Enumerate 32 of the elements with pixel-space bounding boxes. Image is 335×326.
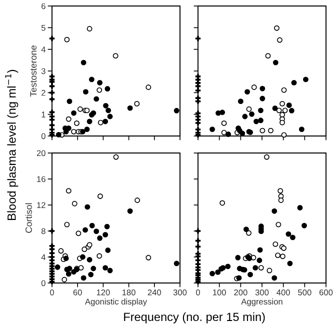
y-tick-label: 4 [41, 46, 46, 52]
x-tick-label: 180 [122, 289, 136, 296]
x-axis-title: Aggression [241, 298, 282, 306]
y-tick-label: 16 [37, 176, 46, 182]
y-tick-label: 20 [36, 150, 46, 156]
y-tick-label: 1 [42, 112, 46, 118]
x-tick-label: 500 [298, 289, 312, 296]
x-tick-label: 0 [50, 289, 54, 296]
y-tick-label: 3 [41, 68, 46, 74]
y-tick-label: 6 [42, 3, 46, 10]
y-tick-label: 4 [41, 254, 46, 260]
y-axis-title: Cortisol [25, 203, 32, 233]
y-tick-label: 5 [41, 24, 46, 31]
x-tick-label: 240 [148, 289, 162, 296]
x-tick-label: 120 [96, 289, 110, 296]
x-tick-label: 100 [213, 289, 226, 296]
y-axis-title: Testosterone [30, 46, 37, 97]
x-tick-label: 0 [196, 289, 200, 296]
x-tick-label: 60 [73, 289, 82, 296]
y-tick-label: 2 [42, 90, 46, 96]
y-tick-label: 12 [37, 202, 46, 208]
y-tick-label: 0 [41, 280, 46, 286]
text: Blood plasma level (ng ml$^{−1}$) [5, 70, 18, 220]
x-tick-label: 300 [173, 289, 187, 296]
x-tick-label: 200 [234, 289, 248, 296]
x-tick-label: 300 [255, 289, 269, 296]
y-tick-label: 8 [41, 228, 46, 234]
x-tick-label: 600 [319, 289, 333, 296]
x-axis-title: Agonistic display [84, 298, 148, 306]
text: Frequency (no. per 15 min) [124, 312, 265, 324]
y-tick-label: 0 [41, 133, 46, 140]
x-tick-label: 400 [276, 289, 290, 296]
